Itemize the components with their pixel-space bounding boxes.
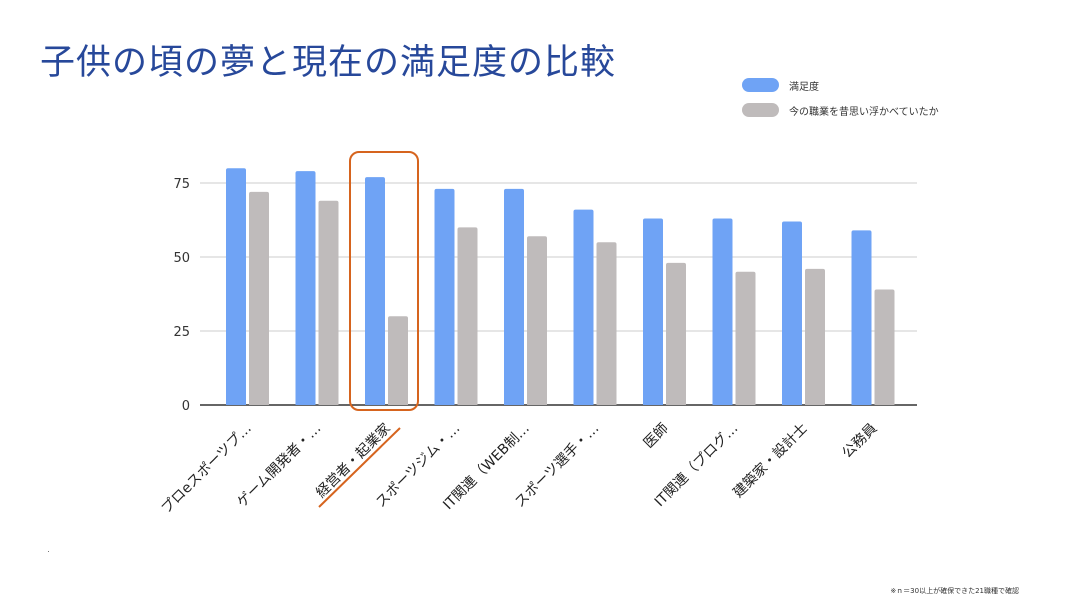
footnote: ※ｎ＝30以上が確保できた21職種で確認 — [890, 587, 1019, 595]
bar-recall-6 — [666, 262, 686, 405]
legend-swatch-recall — [742, 103, 779, 117]
bar-satisfaction-4 — [504, 188, 524, 405]
bar-recall-2 — [388, 316, 408, 405]
y-tick-label: 75 — [173, 177, 190, 192]
legend-label-recall: 今の職業を昔思い浮かべていたか — [789, 106, 939, 118]
x-tick-label: 経営者・起業家 — [313, 420, 394, 501]
bar-satisfaction-9 — [851, 230, 872, 405]
bar-recall-9 — [874, 289, 895, 405]
y-tick-label: 50 — [173, 251, 190, 266]
slide-title: 子供の頃の夢と現在の満足度の比較 — [40, 43, 617, 83]
bar-recall-5 — [596, 242, 617, 405]
bar-satisfaction-0 — [226, 168, 246, 405]
highlight-underline — [318, 427, 401, 508]
chart-y-ticks: 0 25 50 75 — [173, 177, 190, 414]
bar-satisfaction-1 — [295, 171, 316, 405]
y-tick-label: 0 — [182, 399, 190, 414]
bar-recall-0 — [249, 191, 269, 405]
bar-satisfaction-2 — [365, 177, 385, 405]
chart-bars — [226, 168, 895, 405]
bar-recall-7 — [735, 271, 756, 405]
x-tick-label: 公務員 — [839, 421, 880, 462]
highlight-box — [349, 151, 419, 411]
bar-satisfaction-8 — [782, 221, 802, 405]
x-tick-label: 医師 — [641, 421, 672, 452]
x-tick-label: 建築家・設計士 — [730, 420, 811, 501]
chart-legend: 満足度 今の職業を昔思い浮かべていたか — [742, 74, 939, 124]
legend-item-recall: 今の職業を昔思い浮かべていたか — [742, 99, 939, 121]
bar-recall-3 — [457, 227, 478, 405]
bar-satisfaction-6 — [643, 218, 663, 405]
bar-satisfaction-5 — [573, 209, 594, 405]
bar-satisfaction-7 — [712, 218, 733, 405]
legend-swatch-satisfaction — [742, 78, 779, 92]
chart-highlight — [318, 151, 419, 508]
stray-dot — [48, 551, 49, 552]
bar-recall-4 — [527, 236, 547, 405]
bar-recall-1 — [318, 200, 339, 405]
bar-recall-8 — [805, 268, 825, 405]
legend-label-satisfaction: 満足度 — [789, 81, 819, 93]
y-tick-label: 25 — [173, 325, 190, 340]
chart-x-ticks: プロeスポーツプ…ゲーム開発者・…経営者・起業家スポーツジム・…IT関連（WEB… — [158, 420, 880, 517]
legend-item-satisfaction: 満足度 — [742, 74, 939, 96]
bar-satisfaction-3 — [434, 188, 455, 405]
